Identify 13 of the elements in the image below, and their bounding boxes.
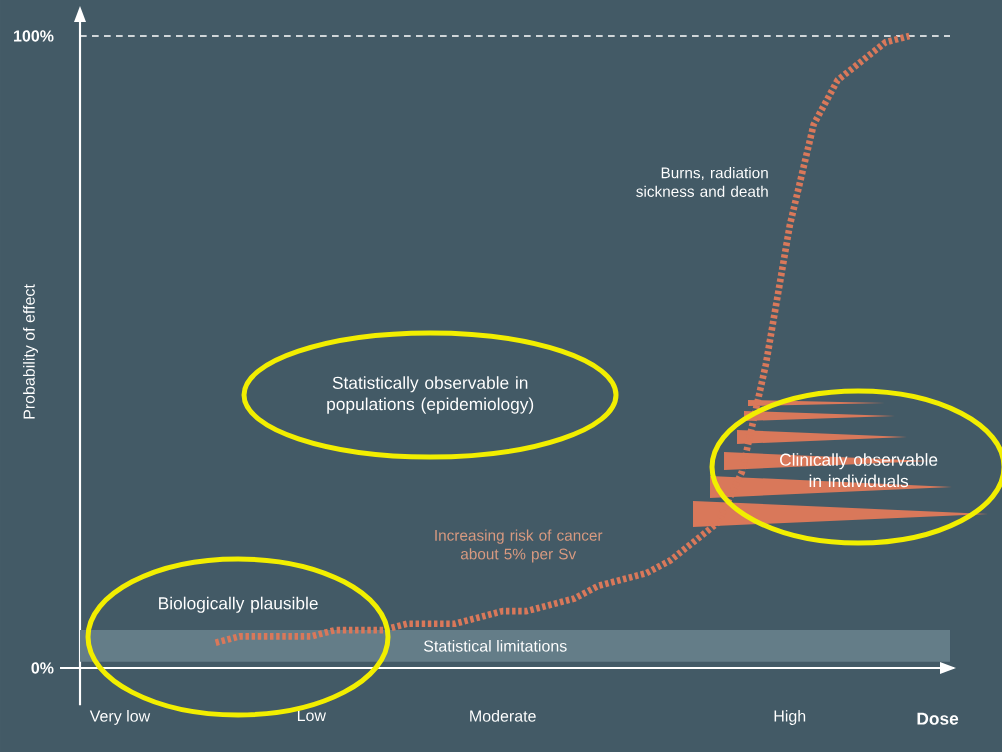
y-tick-label: 0%: [31, 662, 54, 674]
y-tick-label: 100%: [14, 30, 54, 42]
x-axis-title: Dose: [917, 712, 959, 725]
annotation: Increasing risk of cancer about 5% per Sv: [435, 529, 603, 563]
band-label: Statistical limitations: [423, 640, 567, 652]
annotation: Statistically observable in populations (epidemiology): [327, 376, 534, 414]
annotation: Biologically plausible: [159, 596, 318, 613]
x-tick-label: High: [774, 710, 806, 725]
y-axis-title: Probability of effect: [23, 284, 38, 419]
x-tick-label: Low: [297, 710, 327, 722]
x-tick-label: Very low: [89, 710, 151, 725]
x-tick-label: Moderate: [470, 710, 536, 722]
annotation: Burns, radiation sickness and death: [636, 167, 768, 197]
